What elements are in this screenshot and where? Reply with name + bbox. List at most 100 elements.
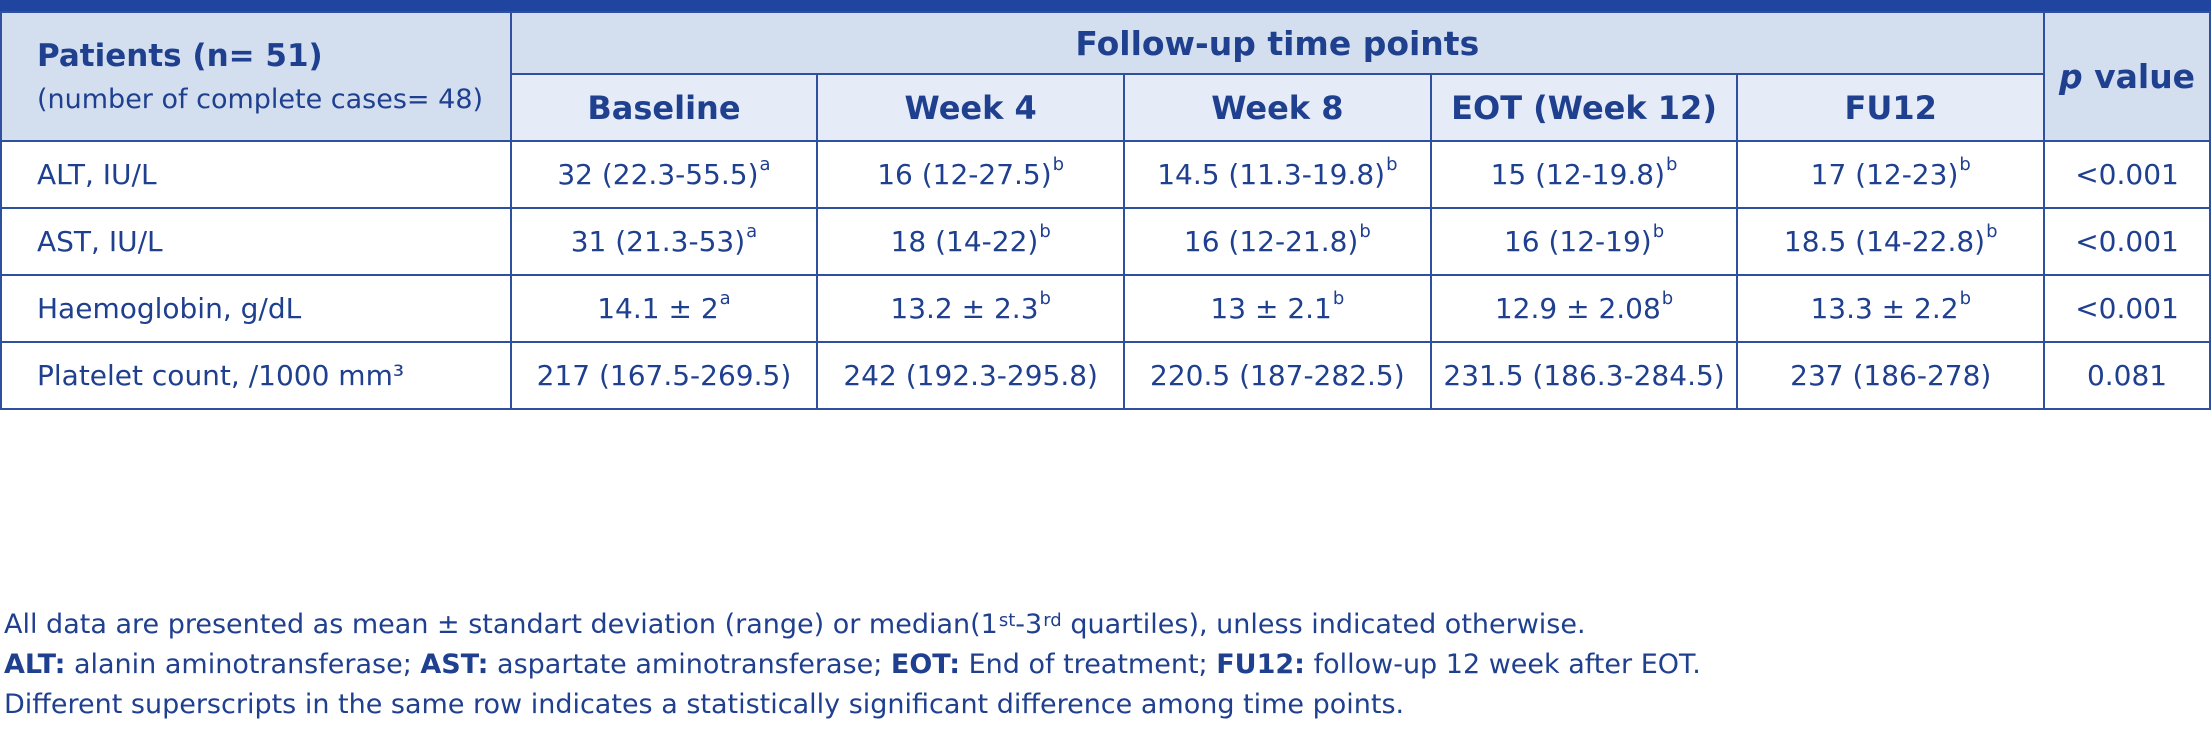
cell-superscript: b — [1359, 221, 1371, 242]
data-cell: 14.1 ± 2a — [509, 274, 819, 343]
cell-superscript: b — [1386, 154, 1398, 175]
data-cell: 16 (12-21.8)b — [1123, 207, 1432, 276]
cell-superscript: b — [1661, 288, 1674, 309]
data-cell: 15 (12-19.8)b — [1429, 140, 1739, 209]
data-cell: 17 (12-23)b — [1736, 140, 2046, 209]
header-row: Patients (n= 51) (number of complete cas… — [0, 11, 2211, 142]
data-cell: 13.2 ± 2.3b — [816, 274, 1126, 343]
cell-value: 14.1 ± 2 — [597, 292, 719, 325]
column-header-eot: EOT (Week 12) — [1429, 73, 1739, 142]
cell-value: 16 (12-21.8) — [1183, 225, 1359, 258]
cell-value: 13 ± 2.1 — [1210, 292, 1332, 325]
data-cell: 16 (12-19)b — [1429, 207, 1739, 276]
cell-superscript: b — [1052, 154, 1065, 175]
table-row: Haemoglobin, g/dL 14.1 ± 2a 13.2 ± 2.3b 13 … — [0, 274, 2211, 343]
data-cell: 13.3 ± 2.2b — [1736, 274, 2046, 343]
abbrev-term: EOT: — [890, 649, 961, 680]
cell-superscript: b — [1652, 221, 1665, 242]
p-value-cell: 0.081 — [2043, 341, 2211, 410]
cell-superscript: b — [1039, 288, 1051, 309]
footnote-line-2: ALT: alanin aminotransferase; AST: aspar… — [4, 645, 1701, 685]
footnote-line-1: All data are presented as mean ± standar… — [4, 605, 1701, 645]
cell-value: 31 (21.3-53) — [570, 225, 746, 258]
table-row: Platelet count, /1000 mm³ 217 (167.5-269.… — [0, 341, 2211, 410]
cell-value: 18 (14-22) — [890, 225, 1039, 258]
data-cell: 18 (14-22)b — [816, 207, 1126, 276]
abbrev-definition: End of treatment; — [960, 649, 1217, 680]
data-cell: 32 (22.3-55.5)a — [509, 140, 819, 209]
cell-superscript: b — [1666, 154, 1678, 175]
p-value-header: p value — [2043, 11, 2211, 142]
cell-value: 13.3 ± 2.2 — [1810, 292, 1959, 325]
patients-header-cell: Patients (n= 51) (number of complete cas… — [0, 11, 512, 142]
data-cell: 237 (186-278) — [1736, 341, 2046, 410]
data-cell: 242 (192.3-295.8) — [816, 341, 1126, 410]
column-header-week8: Week 8 — [1123, 73, 1432, 142]
followup-header: Follow-up time points — [509, 11, 2046, 75]
footnote-text: -3 — [1015, 609, 1043, 640]
column-header-fu12: FU12 — [1736, 73, 2046, 142]
cell-value: 217 (167.5-269.5) — [536, 359, 792, 392]
data-cell: 16 (12-27.5)b — [816, 140, 1126, 209]
row-label: Platelet count, /1000 mm³ — [0, 341, 512, 410]
data-cell: 231.5 (186.3-284.5) — [1429, 341, 1739, 410]
patients-title: Patients (n= 51) — [37, 38, 323, 74]
cell-value: 32 (22.3-55.5) — [557, 158, 759, 191]
p-value-cell: <0.001 — [2043, 274, 2211, 343]
table-footnotes: All data are presented as mean ± standar… — [4, 605, 1701, 725]
p-value-cell: <0.001 — [2043, 140, 2211, 209]
cell-value: 237 (186-278) — [1790, 359, 1992, 392]
footnote-superscript: st — [998, 610, 1016, 631]
p-value-label: value — [2082, 57, 2196, 96]
cell-value: 12.9 ± 2.08 — [1494, 292, 1661, 325]
cell-value: 18.5 (14-22.8) — [1783, 225, 1986, 258]
table-top-bar — [0, 0, 2211, 11]
subheader-row: Baseline Week 4 Week 8 EOT (Week 12) FU1… — [1, 73, 2210, 142]
cell-value: 231.5 (186.3-284.5) — [1443, 359, 1725, 392]
p-letter: p — [2058, 57, 2083, 96]
cell-superscript: b — [1959, 288, 1972, 309]
data-cell: 13 ± 2.1b — [1123, 274, 1432, 343]
cell-value: 13.2 ± 2.3 — [890, 292, 1039, 325]
data-cell: 217 (167.5-269.5) — [509, 341, 819, 410]
data-cell: 14.5 (11.3-19.8)b — [1123, 140, 1432, 209]
cell-superscript: b — [1039, 221, 1051, 242]
data-table: Patients (n= 51) (number of complete cas… — [0, 11, 2211, 410]
cell-superscript: a — [759, 154, 771, 175]
cell-value: 242 (192.3-295.8) — [843, 359, 1098, 392]
cell-superscript: a — [719, 288, 731, 309]
table-row: AST, IU/L 31 (21.3-53)a 18 (14-22)b 16 (12-… — [0, 207, 2211, 276]
abbrev-definition: alanin aminotransferase; — [65, 649, 421, 680]
cell-value: 16 (12-19) — [1503, 225, 1652, 258]
cell-superscript: b — [1959, 154, 1971, 175]
patients-subtitle: (number of complete cases= 48) — [37, 84, 484, 115]
table-row: ALT, IU/L 32 (22.3-55.5)a 16 (12-27.5)b 14.… — [0, 140, 2211, 209]
footnote-line-3: Different superscripts in the same row i… — [4, 689, 1405, 720]
row-label: Haemoglobin, g/dL — [0, 274, 512, 343]
abbrev-definition: follow-up 12 week after EOT. — [1304, 649, 1701, 680]
footnote-text: All data are presented as mean ± standar… — [4, 609, 998, 640]
cell-value: 17 (12-23) — [1810, 158, 1959, 191]
row-label: AST, IU/L — [0, 207, 512, 276]
row-label: ALT, IU/L — [0, 140, 512, 209]
cell-value: 220.5 (187-282.5) — [1150, 359, 1405, 392]
data-cell: 220.5 (187-282.5) — [1123, 341, 1432, 410]
cell-value: 15 (12-19.8) — [1490, 158, 1666, 191]
p-value-cell: <0.001 — [2043, 207, 2211, 276]
data-cell: 18.5 (14-22.8)b — [1736, 207, 2046, 276]
abbrev-definition: aspartate aminotransferase; — [488, 649, 891, 680]
cell-value: 16 (12-27.5) — [877, 158, 1052, 191]
data-cell: 12.9 ± 2.08b — [1429, 274, 1739, 343]
abbrev-term: AST: — [420, 649, 489, 680]
abbrev-term: ALT: — [4, 649, 66, 680]
column-header-week4: Week 4 — [816, 73, 1126, 142]
footnote-superscript: rd — [1043, 610, 1062, 631]
cell-superscript: a — [746, 221, 758, 242]
footnote-text: quartiles), unless indicated otherwise. — [1061, 609, 1586, 640]
cell-superscript: b — [1332, 288, 1345, 309]
column-header-baseline: Baseline — [509, 73, 819, 142]
cell-superscript: b — [1986, 221, 1998, 242]
abbrev-term: FU12: — [1216, 649, 1305, 680]
cell-value: 14.5 (11.3-19.8) — [1157, 158, 1386, 191]
data-cell: 31 (21.3-53)a — [509, 207, 819, 276]
